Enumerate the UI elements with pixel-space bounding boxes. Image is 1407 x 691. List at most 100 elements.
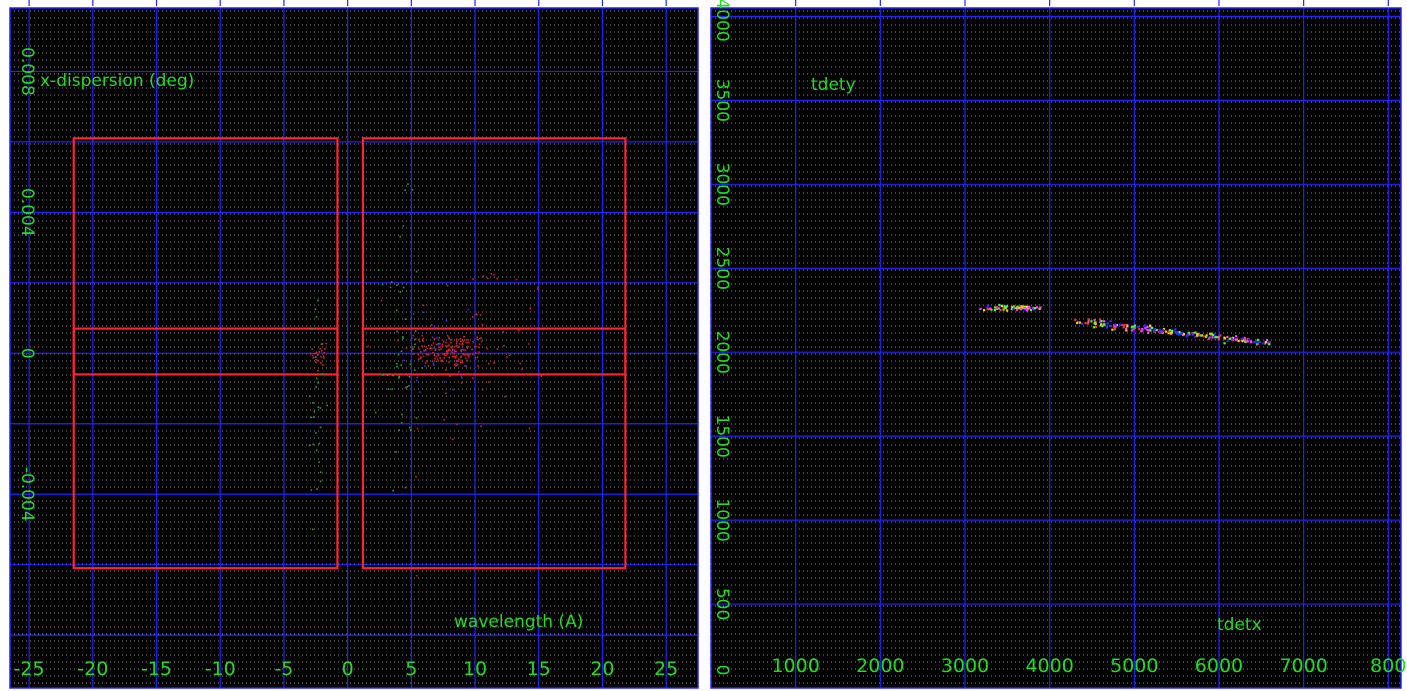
event-point [310, 416, 313, 419]
event-point [478, 351, 480, 353]
event-point [447, 345, 449, 348]
event-point [457, 358, 460, 360]
event-point [400, 364, 403, 366]
selection-regions[interactable] [72, 137, 627, 570]
event-point [1025, 307, 1028, 310]
event-point [440, 348, 442, 350]
event-point [411, 188, 414, 191]
event-point [1149, 327, 1152, 330]
event-point [449, 375, 451, 377]
event-point [420, 356, 422, 358]
event-point [448, 344, 450, 346]
event-point [1005, 305, 1009, 308]
event-point [471, 348, 473, 351]
event-point [322, 355, 325, 357]
event-point [472, 278, 474, 280]
event-point [404, 318, 407, 320]
event-point [1187, 331, 1191, 334]
event-point [455, 338, 458, 341]
event-point [451, 346, 453, 349]
x-tick-label: 800 [1370, 655, 1406, 677]
event-point [395, 309, 398, 312]
event-point [1123, 324, 1126, 327]
event-point [998, 303, 1001, 307]
x-tick-label: 2000 [856, 655, 904, 677]
event-point [476, 356, 479, 359]
event-point [443, 354, 446, 356]
event-point [1114, 323, 1117, 326]
event-point [1217, 335, 1220, 339]
event-point [391, 388, 393, 391]
event-point [1223, 342, 1226, 345]
event-point [446, 353, 449, 355]
event-point [1256, 342, 1259, 345]
event-point [999, 309, 1002, 312]
event-point [406, 385, 408, 388]
event-point [982, 309, 986, 312]
selection-region[interactable] [72, 327, 339, 376]
event-point [986, 306, 989, 309]
event-point [462, 348, 465, 351]
event-point [315, 352, 317, 355]
event-point [425, 353, 428, 355]
event-point [1266, 338, 1269, 342]
event-point [1161, 331, 1164, 334]
wavelength-dispersion-plot[interactable]: -25 -20 -15 -10 -5 0 5 10 15 20 25 -0.004 0 0.004 0.00… [0, 0, 700, 691]
event-point [997, 307, 1001, 310]
event-point [1140, 330, 1143, 333]
event-point [414, 343, 416, 346]
event-point [367, 345, 369, 348]
event-point [311, 348, 314, 350]
event-point [1133, 326, 1136, 329]
event-point [392, 489, 394, 492]
event-point [460, 375, 463, 378]
event-point [1102, 323, 1106, 326]
event-point [1024, 305, 1027, 308]
event-point [1196, 332, 1199, 335]
event-point [320, 343, 323, 345]
event-point [1102, 320, 1106, 323]
wavelength-dispersion-svg[interactable]: -25 -20 -15 -10 -5 0 5 10 15 20 25 -0.004 0 0.004 0.00… [0, 0, 700, 691]
event-point [408, 426, 411, 429]
event-point [446, 284, 449, 287]
event-point [448, 348, 450, 351]
event-point [319, 426, 322, 429]
event-point [488, 381, 490, 384]
event-point [460, 382, 463, 384]
event-point [445, 369, 447, 371]
event-point [1138, 327, 1141, 331]
x-axis-label: tdetx [1217, 615, 1262, 635]
y-tick-label: 0.008 [17, 47, 37, 96]
y-tick-label: 0 [712, 665, 732, 676]
event-point [1176, 332, 1179, 335]
event-point [468, 353, 471, 356]
x-tick-label: -10 [205, 658, 236, 680]
event-point [452, 388, 454, 391]
event-point [437, 342, 440, 345]
event-point [313, 352, 315, 355]
event-point [1111, 328, 1114, 331]
event-point [1090, 320, 1093, 323]
event-point [1176, 330, 1179, 334]
event-point [1259, 341, 1262, 344]
event-point [453, 349, 456, 351]
event-point [465, 341, 467, 344]
event-point [310, 489, 313, 491]
event-point [453, 352, 455, 354]
event-point [1235, 338, 1238, 341]
event-point [433, 347, 435, 349]
event-point [439, 357, 441, 359]
event-point [1025, 305, 1029, 308]
event-point [400, 350, 403, 353]
event-point [313, 410, 316, 413]
event-point [1039, 306, 1042, 309]
event-point [472, 341, 474, 343]
y-tick-label: 1000 [712, 498, 732, 541]
selection-region[interactable] [361, 327, 627, 376]
event-point [1214, 337, 1217, 340]
detector-position-svg[interactable]: 1000 2000 3000 4000 5000 6000 7000 800050010001… [707, 0, 1407, 691]
detector-position-plot[interactable]: 1000 2000 3000 4000 5000 6000 7000 800 0 500 1000 1… [707, 0, 1407, 691]
event-point [1014, 306, 1017, 310]
event-point [1235, 335, 1238, 338]
event-point [462, 352, 465, 355]
